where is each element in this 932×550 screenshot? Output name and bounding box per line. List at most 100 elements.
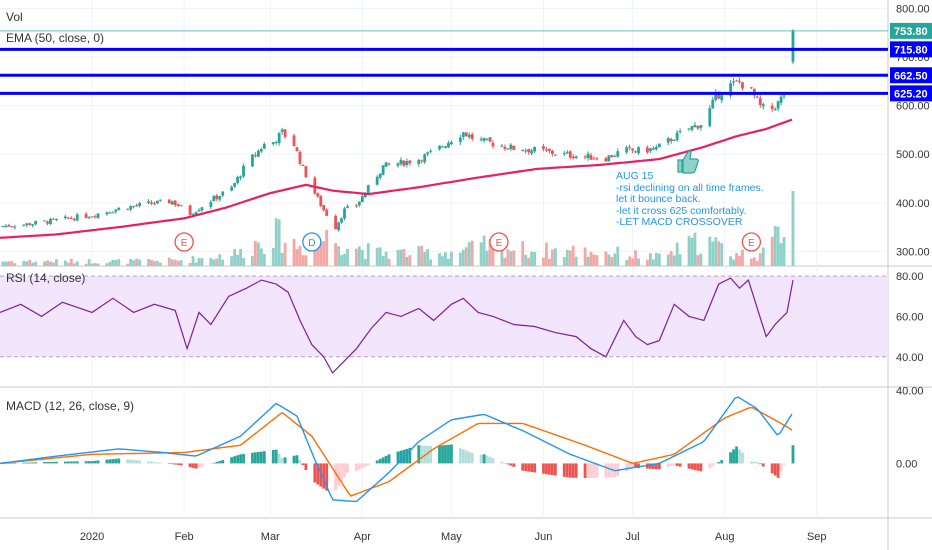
- annotation-line: AUG 15: [616, 170, 654, 182]
- volume-bar: [242, 257, 245, 266]
- volume-bar: [782, 236, 786, 266]
- volume-bar: [604, 251, 608, 266]
- event-marker: [489, 232, 509, 252]
- candle-body: [545, 149, 548, 151]
- macd-histogram-bar: [346, 463, 349, 473]
- volume-bar: [589, 251, 593, 266]
- macd-histogram-bar: [337, 463, 340, 486]
- macd-histogram-bar: [366, 463, 370, 466]
- candle-body: [693, 125, 697, 128]
- volume-bar: [500, 242, 504, 266]
- volume-bar: [343, 253, 346, 266]
- macd-histogram-bar: [13, 462, 17, 464]
- macd-histogram-bar: [521, 463, 525, 471]
- annotation-line: -let it cross 625 comfortably.: [616, 204, 747, 217]
- macd-histogram-bar: [7, 463, 11, 464]
- candle-body: [714, 92, 718, 100]
- candle-body: [72, 218, 76, 221]
- macd-histogram-bar: [319, 463, 323, 487]
- date-tick-label: Apr: [354, 531, 371, 543]
- volume-bar: [170, 259, 174, 266]
- candle-body: [274, 142, 278, 144]
- volume-bar: [773, 226, 777, 266]
- candle-body: [491, 142, 495, 147]
- event-marker-label: E: [748, 238, 755, 249]
- candle-body: [108, 212, 112, 214]
- volume-bar: [396, 249, 400, 266]
- candle-body: [628, 146, 632, 148]
- macd-histogram-bar: [212, 462, 216, 464]
- candle-body: [135, 205, 139, 207]
- macd-histogram-bar: [87, 461, 91, 464]
- volume-bar: [678, 254, 682, 266]
- candle-body: [43, 220, 46, 222]
- macd-histogram-bar: [167, 463, 171, 464]
- candle-body: [634, 151, 637, 153]
- event-marker-label: D: [308, 238, 315, 249]
- candle-body: [153, 203, 156, 205]
- candle-body: [384, 162, 388, 167]
- volume-bar: [28, 259, 32, 266]
- candle-body: [96, 213, 100, 218]
- macd-histogram-bar: [384, 455, 388, 464]
- date-tick-label: Mar: [261, 531, 280, 543]
- macd-histogram-bar: [52, 461, 55, 464]
- candle-body: [280, 129, 284, 132]
- volume-bar: [438, 253, 441, 266]
- macd-histogram-bar: [179, 463, 183, 466]
- volume-bar: [488, 239, 492, 266]
- macd-histogram-bar: [592, 463, 596, 478]
- macd-histogram-bar: [749, 461, 753, 464]
- macd-histogram-bar: [565, 463, 569, 478]
- macd-histogram-bar: [34, 462, 38, 464]
- volume-bar: [384, 251, 388, 266]
- candle-body: [271, 142, 275, 144]
- volume-bar: [420, 245, 424, 266]
- macd-histogram-bar: [669, 463, 673, 467]
- candle-body: [479, 139, 483, 141]
- candle-body: [221, 191, 225, 196]
- macd-line: [0, 396, 793, 503]
- candle-body: [616, 151, 620, 157]
- volume-bar: [150, 259, 153, 266]
- volume-bar: [527, 257, 531, 266]
- macd-histogram-bar: [467, 451, 471, 464]
- candle-body: [117, 207, 121, 211]
- macd-histogram-bar: [687, 463, 691, 469]
- macd-histogram-bar: [524, 463, 528, 472]
- volume-bar: [191, 256, 195, 266]
- macd-histogram-bar: [114, 458, 118, 464]
- macd-histogram-bar: [604, 463, 608, 478]
- macd-signal-line: [0, 406, 793, 497]
- macd-histogram-bar: [233, 456, 237, 464]
- macd-tick-label: 40.00: [896, 386, 924, 398]
- macd-histogram-bar: [545, 463, 548, 475]
- macd-histogram-bar: [357, 463, 361, 470]
- macd-histogram-bar: [551, 463, 554, 476]
- candle-body: [470, 134, 474, 139]
- event-marker: [174, 232, 194, 252]
- candle-body: [441, 146, 444, 148]
- candle-body: [138, 203, 141, 206]
- macd-histogram-bar: [298, 460, 302, 464]
- macd-histogram-bar: [649, 463, 652, 469]
- volume-bar: [708, 236, 712, 266]
- macd-histogram-bar: [194, 463, 198, 469]
- candle-body: [22, 224, 26, 226]
- annotation-line: -rsi declining on all time frames.: [616, 181, 764, 194]
- candle-body: [565, 152, 569, 154]
- macd-histogram-bar: [117, 458, 121, 464]
- macd-histogram-bar: [22, 462, 26, 464]
- candle-body: [773, 109, 777, 111]
- candle-body: [28, 223, 32, 226]
- candle-body: [524, 150, 528, 152]
- candle-body: [521, 149, 525, 151]
- candle-body: [340, 218, 343, 223]
- volume-bar: [666, 254, 670, 266]
- volume-bar: [236, 254, 239, 266]
- volume-bar: [571, 245, 575, 266]
- price-level-label: 662.50: [894, 70, 928, 82]
- macd-histogram-bar: [447, 444, 450, 464]
- candle-body: [52, 218, 55, 220]
